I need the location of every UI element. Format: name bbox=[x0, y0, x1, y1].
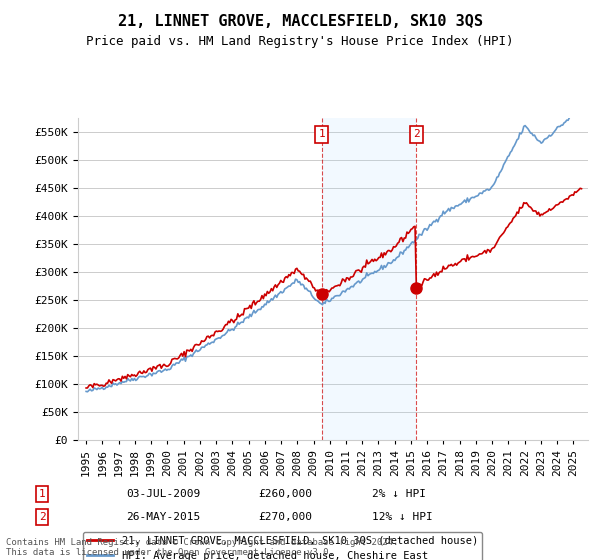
Text: 2% ↓ HPI: 2% ↓ HPI bbox=[372, 489, 426, 499]
Text: £260,000: £260,000 bbox=[258, 489, 312, 499]
Text: 2: 2 bbox=[38, 512, 46, 522]
Text: 1: 1 bbox=[38, 489, 46, 499]
Text: 12% ↓ HPI: 12% ↓ HPI bbox=[372, 512, 433, 522]
Legend: 21, LINNET GROVE, MACCLESFIELD, SK10 3QS (detached house), HPI: Average price, d: 21, LINNET GROVE, MACCLESFIELD, SK10 3QS… bbox=[83, 532, 482, 560]
Text: 1: 1 bbox=[318, 129, 325, 139]
Text: £270,000: £270,000 bbox=[258, 512, 312, 522]
Text: Contains HM Land Registry data © Crown copyright and database right 2024.
This d: Contains HM Land Registry data © Crown c… bbox=[6, 538, 398, 557]
Text: 2: 2 bbox=[413, 129, 420, 139]
Text: 26-MAY-2015: 26-MAY-2015 bbox=[126, 512, 200, 522]
Bar bbox=[322, 118, 416, 440]
Text: 03-JUL-2009: 03-JUL-2009 bbox=[126, 489, 200, 499]
Text: Price paid vs. HM Land Registry's House Price Index (HPI): Price paid vs. HM Land Registry's House … bbox=[86, 35, 514, 48]
Text: 21, LINNET GROVE, MACCLESFIELD, SK10 3QS: 21, LINNET GROVE, MACCLESFIELD, SK10 3QS bbox=[118, 14, 482, 29]
